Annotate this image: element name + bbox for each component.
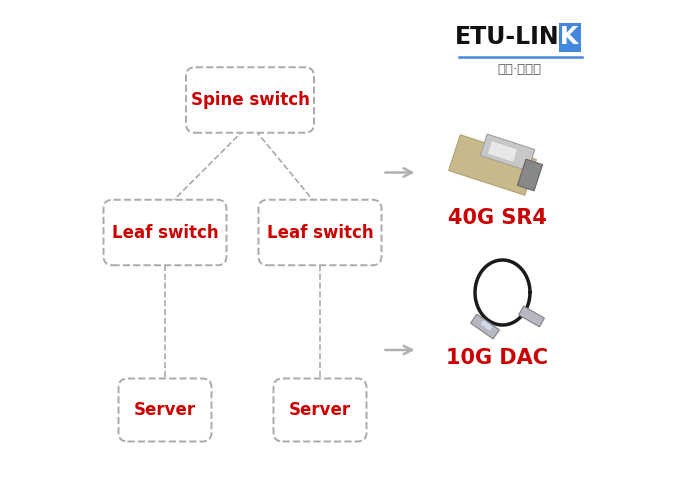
Text: Server: Server	[134, 401, 196, 419]
Polygon shape	[487, 140, 518, 162]
Text: Leaf switch: Leaf switch	[112, 224, 218, 242]
Text: ETU-LIN: ETU-LIN	[455, 26, 560, 50]
Text: K: K	[560, 26, 579, 50]
FancyBboxPatch shape	[258, 200, 382, 265]
Text: 易天·光通信: 易天·光通信	[497, 64, 541, 76]
Polygon shape	[449, 135, 536, 195]
FancyBboxPatch shape	[104, 200, 227, 265]
FancyBboxPatch shape	[186, 67, 314, 132]
FancyBboxPatch shape	[118, 378, 211, 442]
Text: Server: Server	[289, 401, 351, 419]
FancyBboxPatch shape	[274, 378, 367, 442]
FancyBboxPatch shape	[559, 23, 580, 52]
Polygon shape	[480, 320, 494, 332]
Polygon shape	[517, 159, 542, 191]
Polygon shape	[470, 314, 499, 339]
Text: 10G DAC: 10G DAC	[447, 348, 549, 368]
Polygon shape	[519, 306, 545, 327]
Text: Leaf switch: Leaf switch	[267, 224, 373, 242]
Text: 40G SR4: 40G SR4	[448, 208, 547, 228]
Polygon shape	[480, 134, 535, 171]
Text: Spine switch: Spine switch	[190, 91, 309, 109]
